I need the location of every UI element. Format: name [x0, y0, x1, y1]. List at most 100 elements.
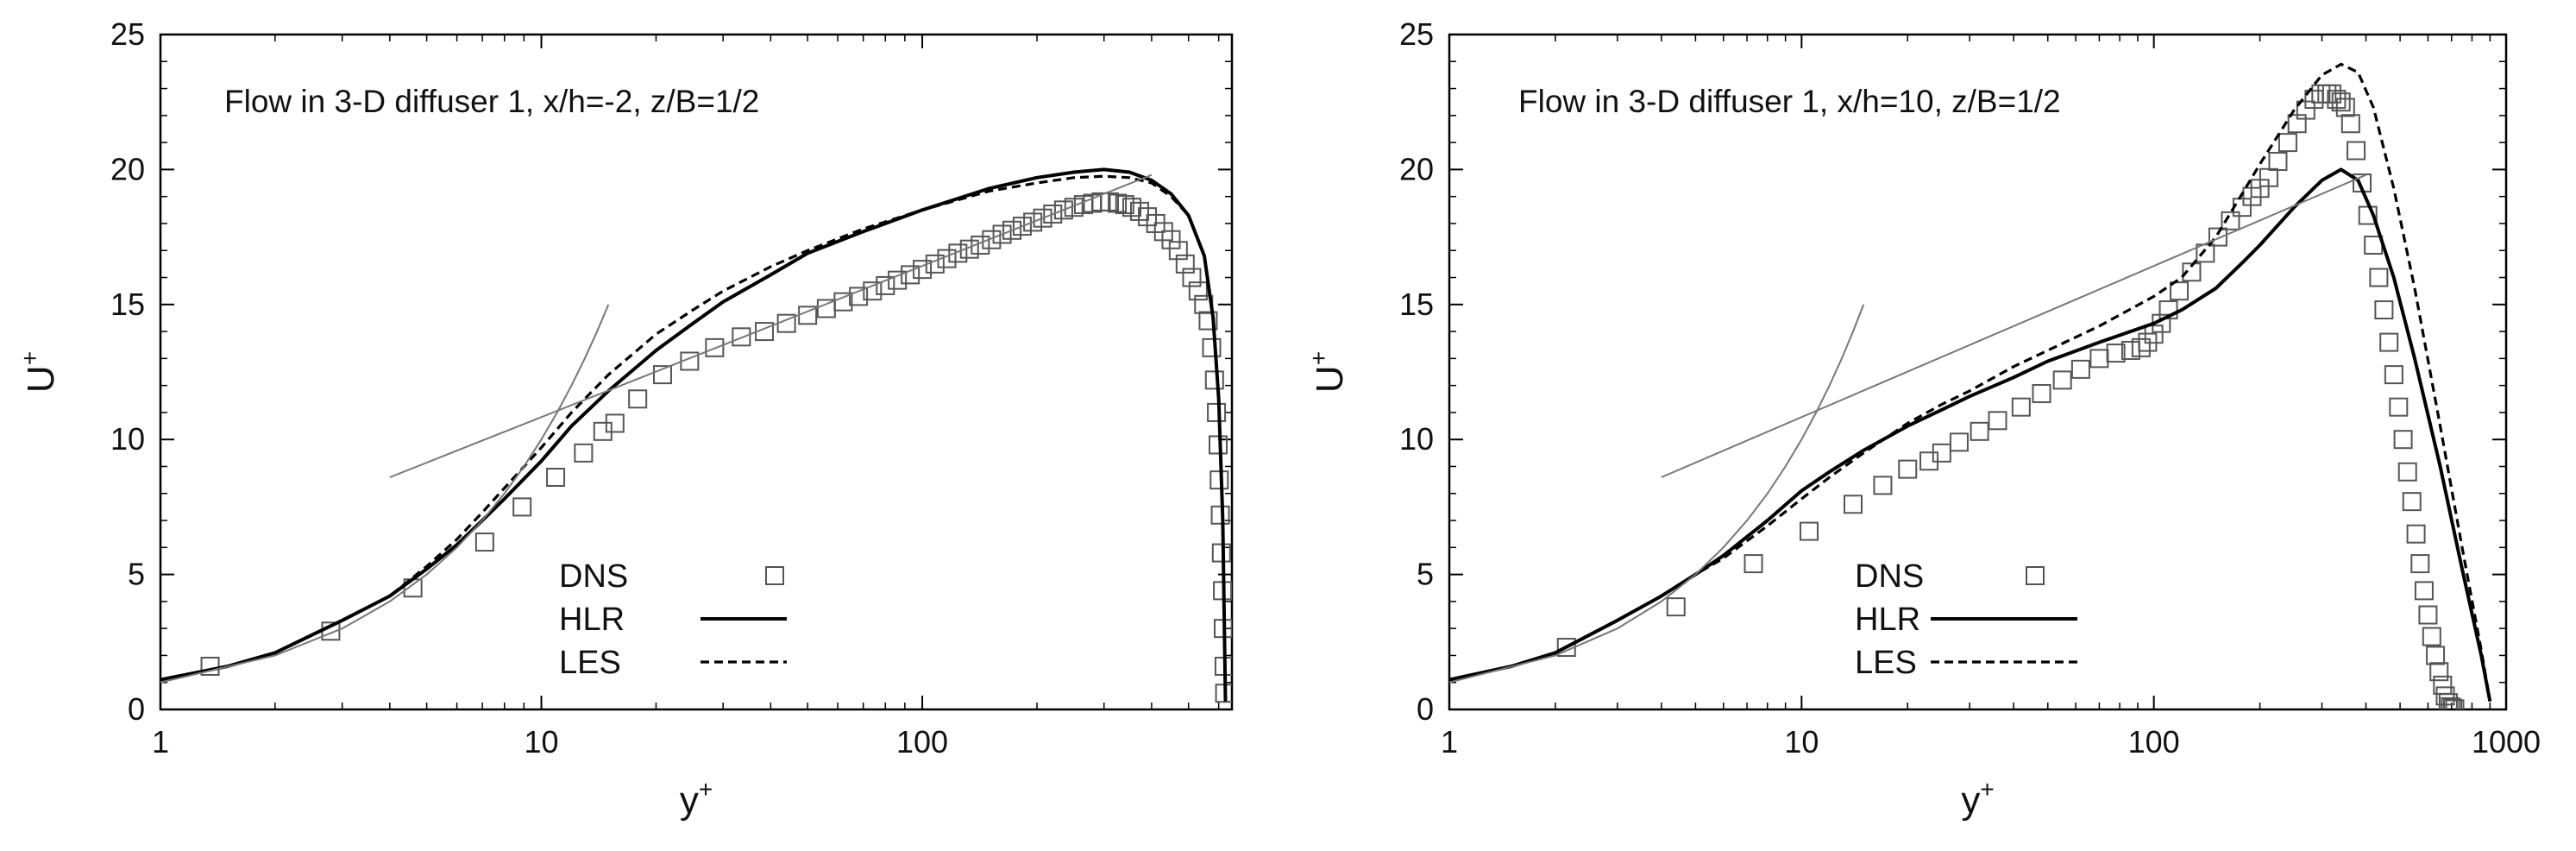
x-axis-label: y+ — [1961, 776, 1994, 822]
dns-marker — [1198, 311, 1218, 331]
dns-marker — [605, 413, 625, 433]
log-law-line — [1661, 173, 2366, 478]
y-axis-label: U+ — [1305, 351, 1351, 393]
dns-marker — [2182, 262, 2202, 282]
dns-marker — [948, 243, 968, 263]
y-tick-label: 15 — [110, 287, 145, 322]
x-tick-label: 10 — [1784, 724, 1819, 760]
dns-marker — [1033, 208, 1052, 228]
dns-marker — [2131, 337, 2151, 357]
dns-marker — [1108, 193, 1128, 213]
dns-marker — [1873, 476, 1893, 495]
dns-markers — [1556, 84, 2465, 709]
dns-marker — [2011, 397, 2031, 417]
dns-marker — [959, 239, 979, 259]
dns-marker — [2089, 349, 2109, 369]
dns-marker — [2422, 627, 2441, 646]
dns-marker — [2384, 365, 2403, 385]
dns-marker — [1161, 230, 1181, 249]
legend-symbol-dns — [765, 566, 784, 585]
dns-marker — [512, 497, 532, 517]
series-group — [160, 167, 1232, 703]
dns-marker — [2335, 98, 2355, 117]
y-axis-label-main: U — [20, 365, 62, 393]
dns-marker — [1988, 411, 2007, 431]
dns-marker — [971, 235, 990, 255]
dns-marker — [2268, 152, 2288, 172]
dns-marker — [705, 337, 725, 357]
legend-label-dns: DNS — [559, 558, 628, 595]
y-tick-label: 20 — [110, 151, 145, 186]
dns-marker — [982, 230, 1002, 249]
x-axis-label-main: y — [680, 779, 699, 822]
dns-marker — [2426, 646, 2446, 665]
dns-marker — [2379, 332, 2399, 352]
dns-marker — [2374, 300, 2394, 320]
dns-marker — [2441, 697, 2460, 709]
dns-marker — [2369, 268, 2389, 287]
dns-marker — [2414, 581, 2434, 601]
dns-marker — [2429, 662, 2449, 682]
dns-marker — [2438, 693, 2458, 709]
hlr-line — [1449, 167, 2492, 702]
legend-label-hlr: HLR — [559, 602, 625, 638]
dns-marker — [2232, 198, 2252, 217]
x-axis-label-sup: + — [1980, 776, 1994, 803]
dns-marker — [1970, 421, 1989, 441]
dns-marker — [732, 327, 751, 347]
x-tick-label: 1 — [1441, 724, 1458, 760]
dns-marker — [2208, 227, 2227, 247]
dns-marker — [652, 365, 672, 385]
x-axis-label-sup: + — [699, 776, 713, 803]
dns-marker — [628, 389, 648, 409]
dns-marker — [937, 249, 957, 268]
dns-marker — [1188, 281, 1208, 301]
y-tick-label: 20 — [1399, 151, 1434, 186]
dns-marker — [849, 287, 869, 306]
dns-marker — [2331, 92, 2351, 112]
dns-marker — [1002, 220, 1022, 240]
x-tick-label: 100 — [896, 724, 948, 760]
x-tick-label: 1000 — [2472, 724, 2541, 760]
dns-marker — [1182, 268, 1202, 287]
y-tick-label: 0 — [128, 691, 145, 727]
plot-frame — [1448, 33, 2508, 711]
dns-marker — [1209, 435, 1228, 455]
dns-marker — [1204, 370, 1224, 390]
y-axis-label-main: U — [1309, 365, 1351, 393]
dns-marker — [1115, 195, 1134, 215]
dns-marker — [1023, 212, 1043, 232]
dns-marker — [2402, 492, 2422, 512]
dns-marker — [1932, 443, 1951, 463]
dns-marker — [474, 533, 494, 552]
dns-marker — [833, 292, 853, 312]
dns-marker — [1207, 402, 1227, 422]
legend-label-hlr: HLR — [1855, 602, 1920, 638]
x-tick-label: 100 — [2128, 724, 2180, 760]
dns-markers — [200, 192, 1232, 703]
y-tick-label: 0 — [1417, 691, 1434, 727]
dns-marker — [1202, 337, 1222, 357]
dns-marker — [2418, 605, 2438, 625]
log-law-line — [389, 173, 1153, 478]
dns-marker — [1744, 554, 1763, 574]
y-tick-label: 10 — [110, 421, 145, 457]
dns-marker — [1799, 521, 1819, 541]
y-tick-label: 25 — [110, 16, 145, 52]
hlr-line — [160, 167, 1228, 702]
y-tick-label: 10 — [1399, 421, 1434, 457]
dns-marker — [1949, 432, 1969, 452]
y-axis-label-sup: + — [1305, 351, 1332, 365]
dns-marker — [1053, 200, 1073, 220]
x-axis-label: y+ — [680, 776, 713, 822]
dns-marker — [1168, 241, 1188, 261]
chart-title: Flow in 3-D diffuser 1, x/h=-2, z/B=1/2 — [224, 84, 759, 119]
y-tick-label: 5 — [128, 557, 145, 592]
dns-marker — [1209, 470, 1229, 490]
dns-marker — [2278, 133, 2297, 153]
dns-marker — [2406, 524, 2426, 544]
dns-marker — [2389, 397, 2409, 417]
dns-marker — [2410, 554, 2430, 574]
